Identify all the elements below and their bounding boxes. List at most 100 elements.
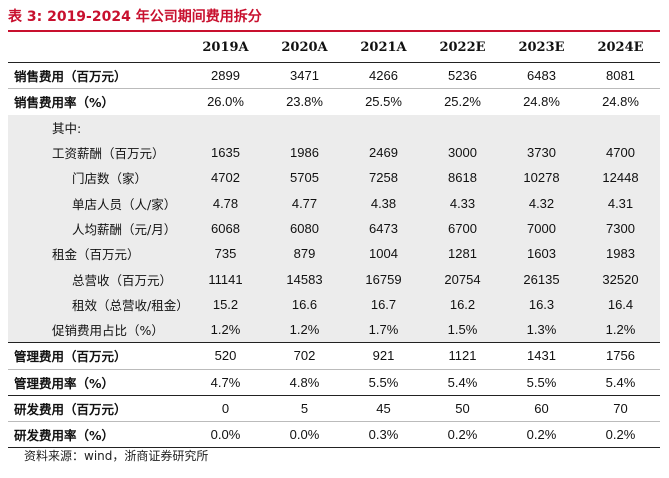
- cell-value: 702: [265, 342, 344, 370]
- cell-value: 1281: [423, 241, 502, 267]
- row-label: 研发费用（百万元）: [8, 394, 186, 422]
- cell-value: 1.2%: [265, 316, 344, 343]
- cell-value: 6473: [344, 215, 423, 242]
- table-row: 研发费用率（%） 0.0% 0.0% 0.3% 0.2% 0.2% 0.2%: [8, 421, 660, 449]
- cell-value: 4.31: [581, 190, 660, 216]
- table-row: 促销费用占比（%） 1.2% 1.2% 1.7% 1.5% 1.3% 1.2%: [8, 316, 660, 343]
- cell-value: [581, 114, 660, 140]
- row-label: 人均薪酬（元/月）: [8, 215, 186, 242]
- cell-value: 20754: [423, 266, 502, 292]
- cell-value: 4.77: [265, 190, 344, 216]
- table-row: 单店人员（人/家） 4.78 4.77 4.38 4.33 4.32 4.31: [8, 190, 660, 216]
- cell-value: 1603: [502, 241, 581, 267]
- cell-value: 16.4: [581, 291, 660, 317]
- table-row: 租金（百万元） 735 879 1004 1281 1603 1983: [8, 241, 660, 267]
- cell-value: 8081: [606, 68, 635, 84]
- header-year: 2024E: [581, 32, 660, 63]
- cell-value: 5.4%: [581, 368, 660, 396]
- cell-value: 0.0%: [186, 421, 265, 449]
- cell-value: [423, 114, 502, 140]
- row-label: 工资薪酬（百万元）: [8, 139, 186, 166]
- table-row: 研发费用（百万元） 0 5 45 50 60 70: [8, 394, 660, 422]
- cell-value: 4266: [369, 68, 398, 84]
- header-label-cell: [8, 32, 186, 63]
- cell-value: 6700: [423, 215, 502, 242]
- cell-value: 25.2%: [423, 88, 502, 115]
- cell-value: 4.8%: [265, 368, 344, 396]
- source-note: 资料来源：wind，浙商证券研究所: [24, 449, 209, 463]
- cell-value: 4.78: [186, 190, 265, 216]
- cell-value: 3000: [423, 139, 502, 166]
- cell-value: 45: [344, 394, 423, 422]
- cell-value: [502, 114, 581, 140]
- cell-value: 50: [423, 394, 502, 422]
- cell-value: 5: [265, 394, 344, 422]
- cell-value: 0.2%: [581, 421, 660, 449]
- cell-value: 1.5%: [423, 316, 502, 343]
- table-row: 工资薪酬（百万元） 1635 1986 2469 3000 3730 4700: [8, 139, 660, 166]
- cell-value: 5.4%: [423, 368, 502, 396]
- cell-value: 2469: [344, 139, 423, 166]
- cell-value: 0.0%: [265, 421, 344, 449]
- cell-value: 4.38: [344, 190, 423, 216]
- row-label: 单店人员（人/家）: [8, 190, 186, 216]
- cell-value: 0.3%: [344, 421, 423, 449]
- expense-table: 2019A 2020A 2021A 2022E 2023E 2024E 销售费用…: [8, 32, 660, 449]
- cell-value: [265, 114, 344, 140]
- cell-value: 15.2: [186, 291, 265, 317]
- cell-value: 3471: [290, 68, 319, 84]
- cell-value: 24.8%: [502, 88, 581, 115]
- cell-value: [186, 114, 265, 140]
- cell-value: 879: [265, 241, 344, 267]
- cell-value: 25.5%: [344, 88, 423, 115]
- cell-value: 4.32: [502, 190, 581, 216]
- cell-value: 1.2%: [186, 316, 265, 343]
- cell-value: 5705: [265, 165, 344, 191]
- cell-value: 5.5%: [502, 368, 581, 396]
- cell-value: 1.3%: [502, 316, 581, 343]
- cell-value: 16.7: [344, 291, 423, 317]
- table-row: 总营收（百万元） 11141 14583 16759 20754 26135 3…: [8, 266, 660, 292]
- cell-value: 1756: [581, 342, 660, 370]
- cell-value: 16.3: [502, 291, 581, 317]
- cell-value: 11141: [186, 266, 265, 292]
- table-row: 门店数（家） 4702 5705 7258 8618 10278 12448: [8, 165, 660, 191]
- row-label: 总营收（百万元）: [8, 266, 186, 292]
- row-label: 管理费用率（%）: [8, 368, 186, 396]
- table-row: 销售费用（百万元） 2899 3471 4266 5236 6483 8081: [8, 63, 660, 89]
- cell-value: 1635: [186, 139, 265, 166]
- cell-value: 70: [581, 394, 660, 422]
- cell-value: 32520: [581, 266, 660, 292]
- cell-value: 1.2%: [581, 316, 660, 343]
- header-year: 2019A: [186, 32, 265, 63]
- cell-value: 6483: [527, 68, 556, 84]
- table-row: 销售费用率（%） 26.0% 23.8% 25.5% 25.2% 24.8% 2…: [8, 88, 660, 115]
- cell-value: 5.5%: [344, 368, 423, 396]
- cell-value: 10278: [502, 165, 581, 191]
- row-label: 租效（总营收/租金）: [8, 291, 189, 317]
- cell-value: 7300: [581, 215, 660, 242]
- cell-value: 16.2: [423, 291, 502, 317]
- table-row: 租效（总营收/租金） 15.2 16.6 16.7 16.2 16.3 16.4: [8, 291, 660, 317]
- cell-value: 0.2%: [423, 421, 502, 449]
- row-label: 租金（百万元）: [8, 241, 186, 267]
- title-rule: [8, 30, 660, 32]
- cell-value: 4.7%: [186, 368, 265, 396]
- cell-value: 4.33: [423, 190, 502, 216]
- cell-value: 5236: [448, 68, 477, 84]
- row-label: 销售费用率（%）: [8, 88, 186, 115]
- cell-value: 26.0%: [186, 88, 265, 115]
- table-row: 其中:: [8, 114, 660, 140]
- cell-value: 14583: [265, 266, 344, 292]
- row-label: 研发费用率（%）: [8, 421, 186, 449]
- header-year: 2023E: [502, 32, 581, 63]
- row-label: 销售费用（百万元）: [14, 69, 127, 85]
- cell-value: 16.6: [265, 291, 344, 317]
- row-label: 管理费用（百万元）: [8, 342, 186, 370]
- header-year: 2020A: [265, 32, 344, 63]
- cell-value: 3730: [502, 139, 581, 166]
- row-label: 其中:: [8, 114, 186, 140]
- cell-value: 24.8%: [581, 88, 660, 115]
- cell-value: 26135: [502, 266, 581, 292]
- cell-value: 23.8%: [265, 88, 344, 115]
